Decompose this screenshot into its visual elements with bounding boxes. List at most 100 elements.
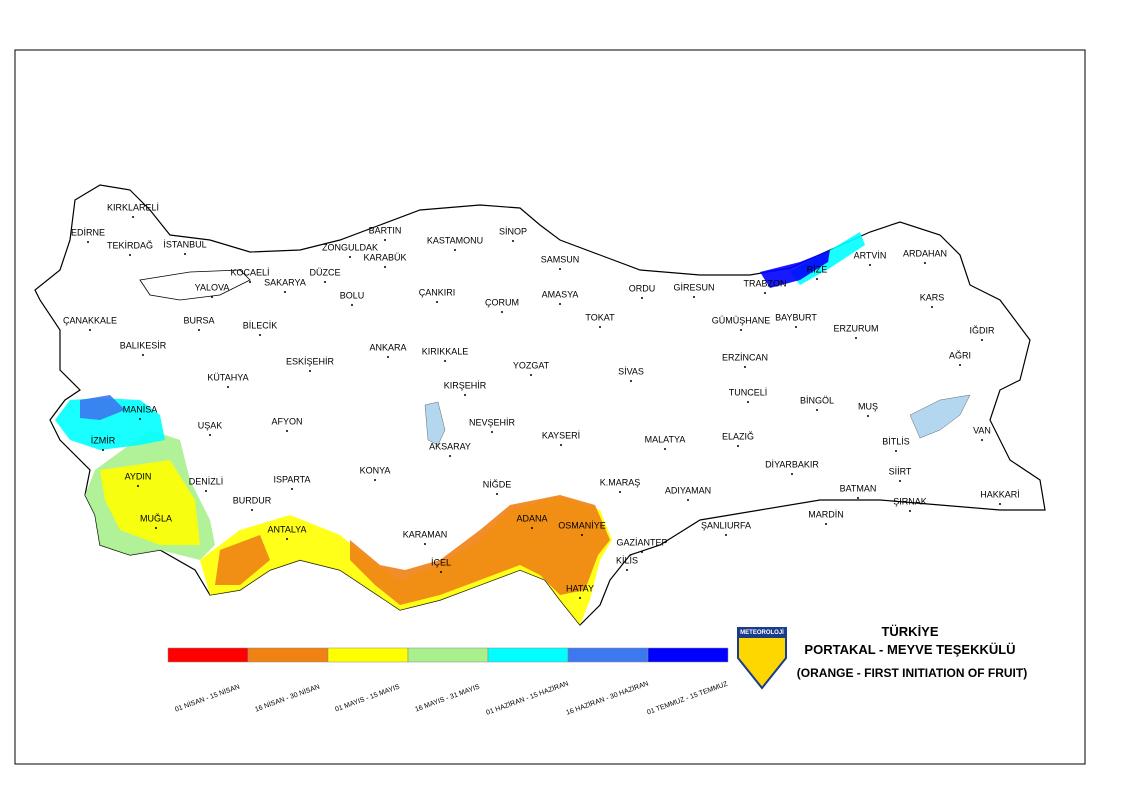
- province-center: [855, 337, 857, 339]
- province-label: BURSA: [183, 315, 214, 325]
- province-center: [791, 473, 793, 475]
- province-label: VAN: [973, 425, 991, 435]
- province-center: [211, 296, 213, 298]
- province-center: [559, 303, 561, 305]
- province-center: [641, 551, 643, 553]
- province-label: OSMANİYE: [558, 520, 606, 530]
- province-label: AYDIN: [125, 471, 152, 481]
- province-label: İSTANBUL: [163, 239, 206, 249]
- province-label: ZONGULDAK: [322, 242, 378, 252]
- province-center: [747, 401, 749, 403]
- province-label: ERZURUM: [834, 323, 879, 333]
- province-label: DÜZCE: [310, 267, 341, 277]
- province-label: KOCAELİ: [230, 267, 269, 277]
- province-center: [981, 439, 983, 441]
- province-center: [349, 256, 351, 258]
- province-center: [374, 479, 376, 481]
- province-label: SİNOP: [499, 226, 527, 236]
- province-label: AĞRI: [949, 350, 971, 360]
- province-center: [795, 326, 797, 328]
- province-center: [725, 534, 727, 536]
- province-label: BALIKESİR: [120, 340, 167, 350]
- province-center: [825, 523, 827, 525]
- province-label: EDİRNE: [71, 227, 105, 237]
- province-label: GİRESUN: [673, 282, 714, 292]
- province-center: [387, 356, 389, 358]
- legend-swatch: [167, 647, 249, 663]
- province-label: ARDAHAN: [903, 248, 947, 258]
- province-label: KONYA: [360, 465, 391, 475]
- province-label: KARABÜK: [363, 252, 406, 262]
- province-label: BİLECİK: [243, 320, 278, 330]
- province-label: TEKİRDAĞ: [107, 240, 153, 250]
- lake-van: [909, 394, 971, 439]
- province-center: [599, 326, 601, 328]
- province-label: GAZİANTEP: [616, 537, 667, 547]
- marmara-sea: [139, 269, 251, 301]
- province-center: [284, 291, 286, 293]
- legend-swatch: [327, 647, 409, 663]
- province-label: ARTVİN: [854, 250, 887, 260]
- note: (ORANGE - FIRST INITIATION OF FRUIT): [797, 666, 1027, 680]
- province-center: [286, 430, 288, 432]
- province-center: [324, 281, 326, 283]
- province-center: [619, 491, 621, 493]
- province-center: [559, 268, 561, 270]
- province-center: [816, 409, 818, 411]
- province-center: [139, 418, 141, 420]
- province-label: ŞANLIURFA: [701, 520, 751, 530]
- legend-swatch: [487, 647, 569, 663]
- province-center: [764, 292, 766, 294]
- province-center: [867, 415, 869, 417]
- province-center: [560, 444, 562, 446]
- province-center: [351, 304, 353, 306]
- province-center: [291, 488, 293, 490]
- province-label: AFYON: [271, 416, 302, 426]
- climate-zone: [100, 460, 200, 545]
- logo-text: METEOROLOJİ: [740, 629, 784, 636]
- province-label: MUĞLA: [140, 513, 172, 523]
- province-label: TOKAT: [585, 312, 615, 322]
- province-label: YOZGAT: [513, 360, 550, 370]
- province-center: [899, 480, 901, 482]
- province-label: BURDUR: [233, 495, 272, 505]
- province-label: ÇORUM: [485, 297, 519, 307]
- province-label: KIRKLARELİ: [107, 202, 159, 212]
- province-center: [530, 374, 532, 376]
- province-label: KARAMAN: [403, 529, 448, 539]
- province-center: [205, 490, 207, 492]
- province-center: [641, 297, 643, 299]
- province-label: KİLİS: [616, 555, 638, 565]
- province-label: SAMSUN: [541, 254, 580, 264]
- province-label: YALOVA: [195, 282, 230, 292]
- climate-zone: [760, 250, 830, 288]
- province-center: [198, 329, 200, 331]
- province-center: [155, 527, 157, 529]
- province-center: [924, 262, 926, 264]
- province-label: ŞIRNAK: [893, 496, 927, 506]
- province-center: [491, 431, 493, 433]
- province-label: MANİSA: [123, 404, 158, 414]
- province-center: [184, 253, 186, 255]
- province-label: ELAZIĞ: [722, 431, 754, 441]
- province-label: NEVŞEHİR: [469, 417, 516, 427]
- subtitle: PORTAKAL - MEYVE TEŞEKKÜLÜ: [804, 642, 1015, 657]
- province-label: ADANA: [516, 513, 547, 523]
- province-center: [512, 240, 514, 242]
- province-center: [579, 597, 581, 599]
- province-label: RİZE: [807, 264, 828, 274]
- province-label: MALATYA: [645, 434, 686, 444]
- province-label: ORDU: [629, 283, 656, 293]
- province-center: [209, 434, 211, 436]
- logo-band: [738, 628, 786, 638]
- province-label: ÇANAKKALE: [63, 315, 117, 325]
- province-label: SAKARYA: [264, 277, 306, 287]
- province-center: [142, 354, 144, 356]
- climate-zone: [350, 495, 610, 605]
- lake-tuz: [424, 401, 446, 446]
- province-label: ISPARTA: [273, 474, 310, 484]
- province-label: TUNCELİ: [729, 387, 768, 397]
- province-label: SİİRT: [889, 466, 912, 476]
- province-label: KÜTAHYA: [207, 372, 248, 382]
- province-center: [869, 264, 871, 266]
